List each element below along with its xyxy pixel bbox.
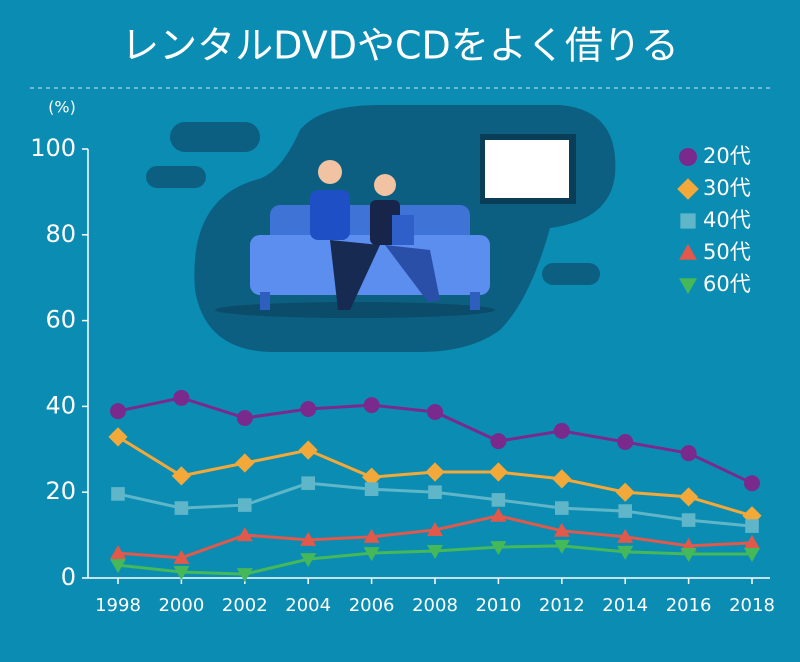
marker: [298, 440, 318, 460]
marker: [110, 545, 126, 560]
marker: [744, 547, 760, 562]
marker: [108, 427, 128, 447]
marker: [236, 527, 253, 542]
y-tick-label: 20: [45, 477, 76, 505]
x-tick-label: 2006: [349, 595, 395, 616]
chart-title: レンタルDVDやCDをよく借りる: [121, 24, 679, 68]
y-tick-label: 0: [61, 563, 76, 591]
legend-label: 60代: [703, 272, 751, 296]
marker: [744, 475, 760, 492]
marker: [555, 501, 569, 515]
marker: [427, 544, 443, 559]
marker: [679, 278, 697, 294]
marker: [617, 528, 634, 543]
marker: [300, 553, 317, 568]
y-tick-label: 100: [30, 134, 76, 162]
marker: [300, 400, 317, 417]
marker: [679, 148, 697, 166]
y-tick-label: 60: [45, 306, 76, 334]
marker: [680, 547, 697, 562]
marker: [173, 389, 190, 406]
marker: [427, 403, 443, 420]
marker: [363, 397, 380, 414]
y-tick-label: 40: [45, 391, 76, 419]
marker: [680, 445, 697, 462]
x-tick-label: 2010: [475, 595, 521, 616]
marker: [238, 498, 252, 512]
marker: [553, 522, 570, 537]
marker: [300, 531, 317, 546]
legend-label: 40代: [703, 208, 751, 232]
x-tick-label: 2008: [412, 595, 458, 616]
marker: [428, 485, 442, 499]
marker: [171, 466, 191, 486]
marker: [110, 403, 126, 420]
marker: [679, 244, 697, 260]
illustration: [146, 105, 616, 352]
x-tick-label: 1998: [95, 595, 141, 616]
x-tick-label: 2004: [285, 595, 331, 616]
marker: [680, 213, 696, 229]
marker: [364, 482, 379, 496]
marker: [617, 434, 634, 451]
legend-label: 30代: [703, 176, 751, 200]
marker: [745, 519, 759, 533]
marker: [174, 501, 189, 515]
marker: [677, 178, 699, 200]
marker: [681, 513, 696, 527]
marker: [173, 549, 190, 564]
marker: [618, 504, 632, 518]
marker: [173, 565, 190, 580]
marker: [236, 409, 253, 426]
y-tick-label: 80: [45, 220, 76, 248]
x-tick-label: 2016: [666, 595, 712, 616]
marker: [110, 559, 126, 574]
x-tick-label: 2002: [222, 595, 268, 616]
marker: [679, 487, 699, 507]
marker: [491, 493, 506, 507]
marker: [553, 422, 570, 439]
marker: [490, 433, 507, 450]
marker: [553, 539, 570, 554]
marker: [488, 462, 508, 482]
marker: [425, 462, 445, 482]
marker: [490, 541, 507, 556]
x-tick-label: 2014: [602, 595, 648, 616]
legend-label: 20代: [703, 144, 751, 168]
marker: [744, 534, 760, 549]
marker: [617, 545, 634, 560]
marker: [552, 469, 572, 489]
marker: [363, 528, 380, 543]
marker: [742, 506, 762, 526]
marker: [362, 467, 382, 487]
y-axis-label: (%): [48, 98, 76, 117]
marker: [490, 507, 507, 522]
marker: [111, 487, 125, 501]
marker: [301, 476, 315, 490]
marker: [615, 482, 635, 502]
marker: [235, 453, 255, 473]
marker: [363, 547, 380, 562]
x-tick-label: 2000: [158, 595, 204, 616]
x-tick-label: 2012: [539, 595, 585, 616]
legend-label: 50代: [703, 240, 751, 264]
x-tick-label: 2018: [729, 595, 775, 616]
marker: [427, 521, 443, 536]
marker: [236, 568, 253, 583]
